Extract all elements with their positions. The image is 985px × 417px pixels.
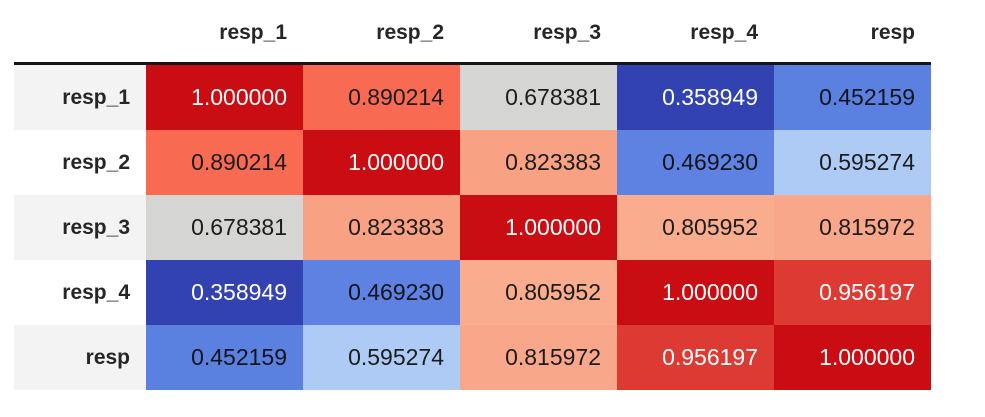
- matrix-cell-resp_4-resp: 0.956197: [774, 260, 931, 325]
- corner-cell: [14, 4, 146, 65]
- table-row-resp_2: resp_2 0.890214 1.000000 0.823383 0.469230 0.…: [14, 130, 931, 195]
- matrix-cell-resp-resp: 1.000000: [774, 325, 931, 390]
- matrix-cell-resp_3-resp_3: 1.000000: [460, 195, 617, 260]
- matrix-cell-resp_1-resp_2: 0.890214: [303, 63, 460, 130]
- matrix-cell-resp_4-resp_3: 0.805952: [460, 260, 617, 325]
- row-header-resp_4: resp_4: [14, 260, 146, 325]
- matrix-cell-resp_1-resp: 0.452159: [774, 63, 931, 130]
- matrix-cell-resp_2-resp: 0.595274: [774, 130, 931, 195]
- column-header-resp_2: resp_2: [303, 4, 460, 65]
- matrix-cell-resp_1-resp_4: 0.358949: [617, 63, 774, 130]
- table-body: resp_1 1.000000 0.890214 0.678381 0.358949 0.…: [14, 63, 931, 390]
- column-header-resp_4: resp_4: [617, 4, 774, 65]
- matrix-cell-resp_1-resp_1: 1.000000: [146, 63, 303, 130]
- row-header-resp_3: resp_3: [14, 195, 146, 260]
- table-row-resp_3: resp_3 0.678381 0.823383 1.000000 0.805952 0.…: [14, 195, 931, 260]
- matrix-cell-resp_2-resp_3: 0.823383: [460, 130, 617, 195]
- matrix-cell-resp_2-resp_4: 0.469230: [617, 130, 774, 195]
- matrix-cell-resp-resp_3: 0.815972: [460, 325, 617, 390]
- matrix-cell-resp_2-resp_2: 1.000000: [303, 130, 460, 195]
- matrix-cell-resp_3-resp_2: 0.823383: [303, 195, 460, 260]
- table-row-resp: resp 0.452159 0.595274 0.815972 0.956197 1.00…: [14, 325, 931, 390]
- column-header-resp_3: resp_3: [460, 4, 617, 65]
- table-header-row: resp_1 resp_2 resp_3 resp_4 resp: [14, 4, 931, 65]
- matrix-cell-resp_4-resp_1: 0.358949: [146, 260, 303, 325]
- matrix-cell-resp_3-resp: 0.815972: [774, 195, 931, 260]
- matrix-cell-resp_4-resp_2: 0.469230: [303, 260, 460, 325]
- column-header-resp_1: resp_1: [146, 4, 303, 65]
- matrix-cell-resp_2-resp_1: 0.890214: [146, 130, 303, 195]
- row-header-resp: resp: [14, 325, 146, 390]
- matrix-cell-resp_3-resp_4: 0.805952: [617, 195, 774, 260]
- row-header-resp_1: resp_1: [14, 63, 146, 130]
- matrix-cell-resp_3-resp_1: 0.678381: [146, 195, 303, 260]
- table-row-resp_1: resp_1 1.000000 0.890214 0.678381 0.358949 0.…: [14, 63, 931, 130]
- matrix-cell-resp-resp_1: 0.452159: [146, 325, 303, 390]
- table-row-resp_4: resp_4 0.358949 0.469230 0.805952 1.000000 0.…: [14, 260, 931, 325]
- correlation-matrix-table: resp_1 resp_2 resp_3 resp_4 resp resp_1 1.000…: [14, 4, 931, 390]
- column-header-resp: resp: [774, 4, 931, 65]
- matrix-cell-resp_1-resp_3: 0.678381: [460, 63, 617, 130]
- matrix-cell-resp_4-resp_4: 1.000000: [617, 260, 774, 325]
- matrix-cell-resp-resp_2: 0.595274: [303, 325, 460, 390]
- row-header-resp_2: resp_2: [14, 130, 146, 195]
- matrix-cell-resp-resp_4: 0.956197: [617, 325, 774, 390]
